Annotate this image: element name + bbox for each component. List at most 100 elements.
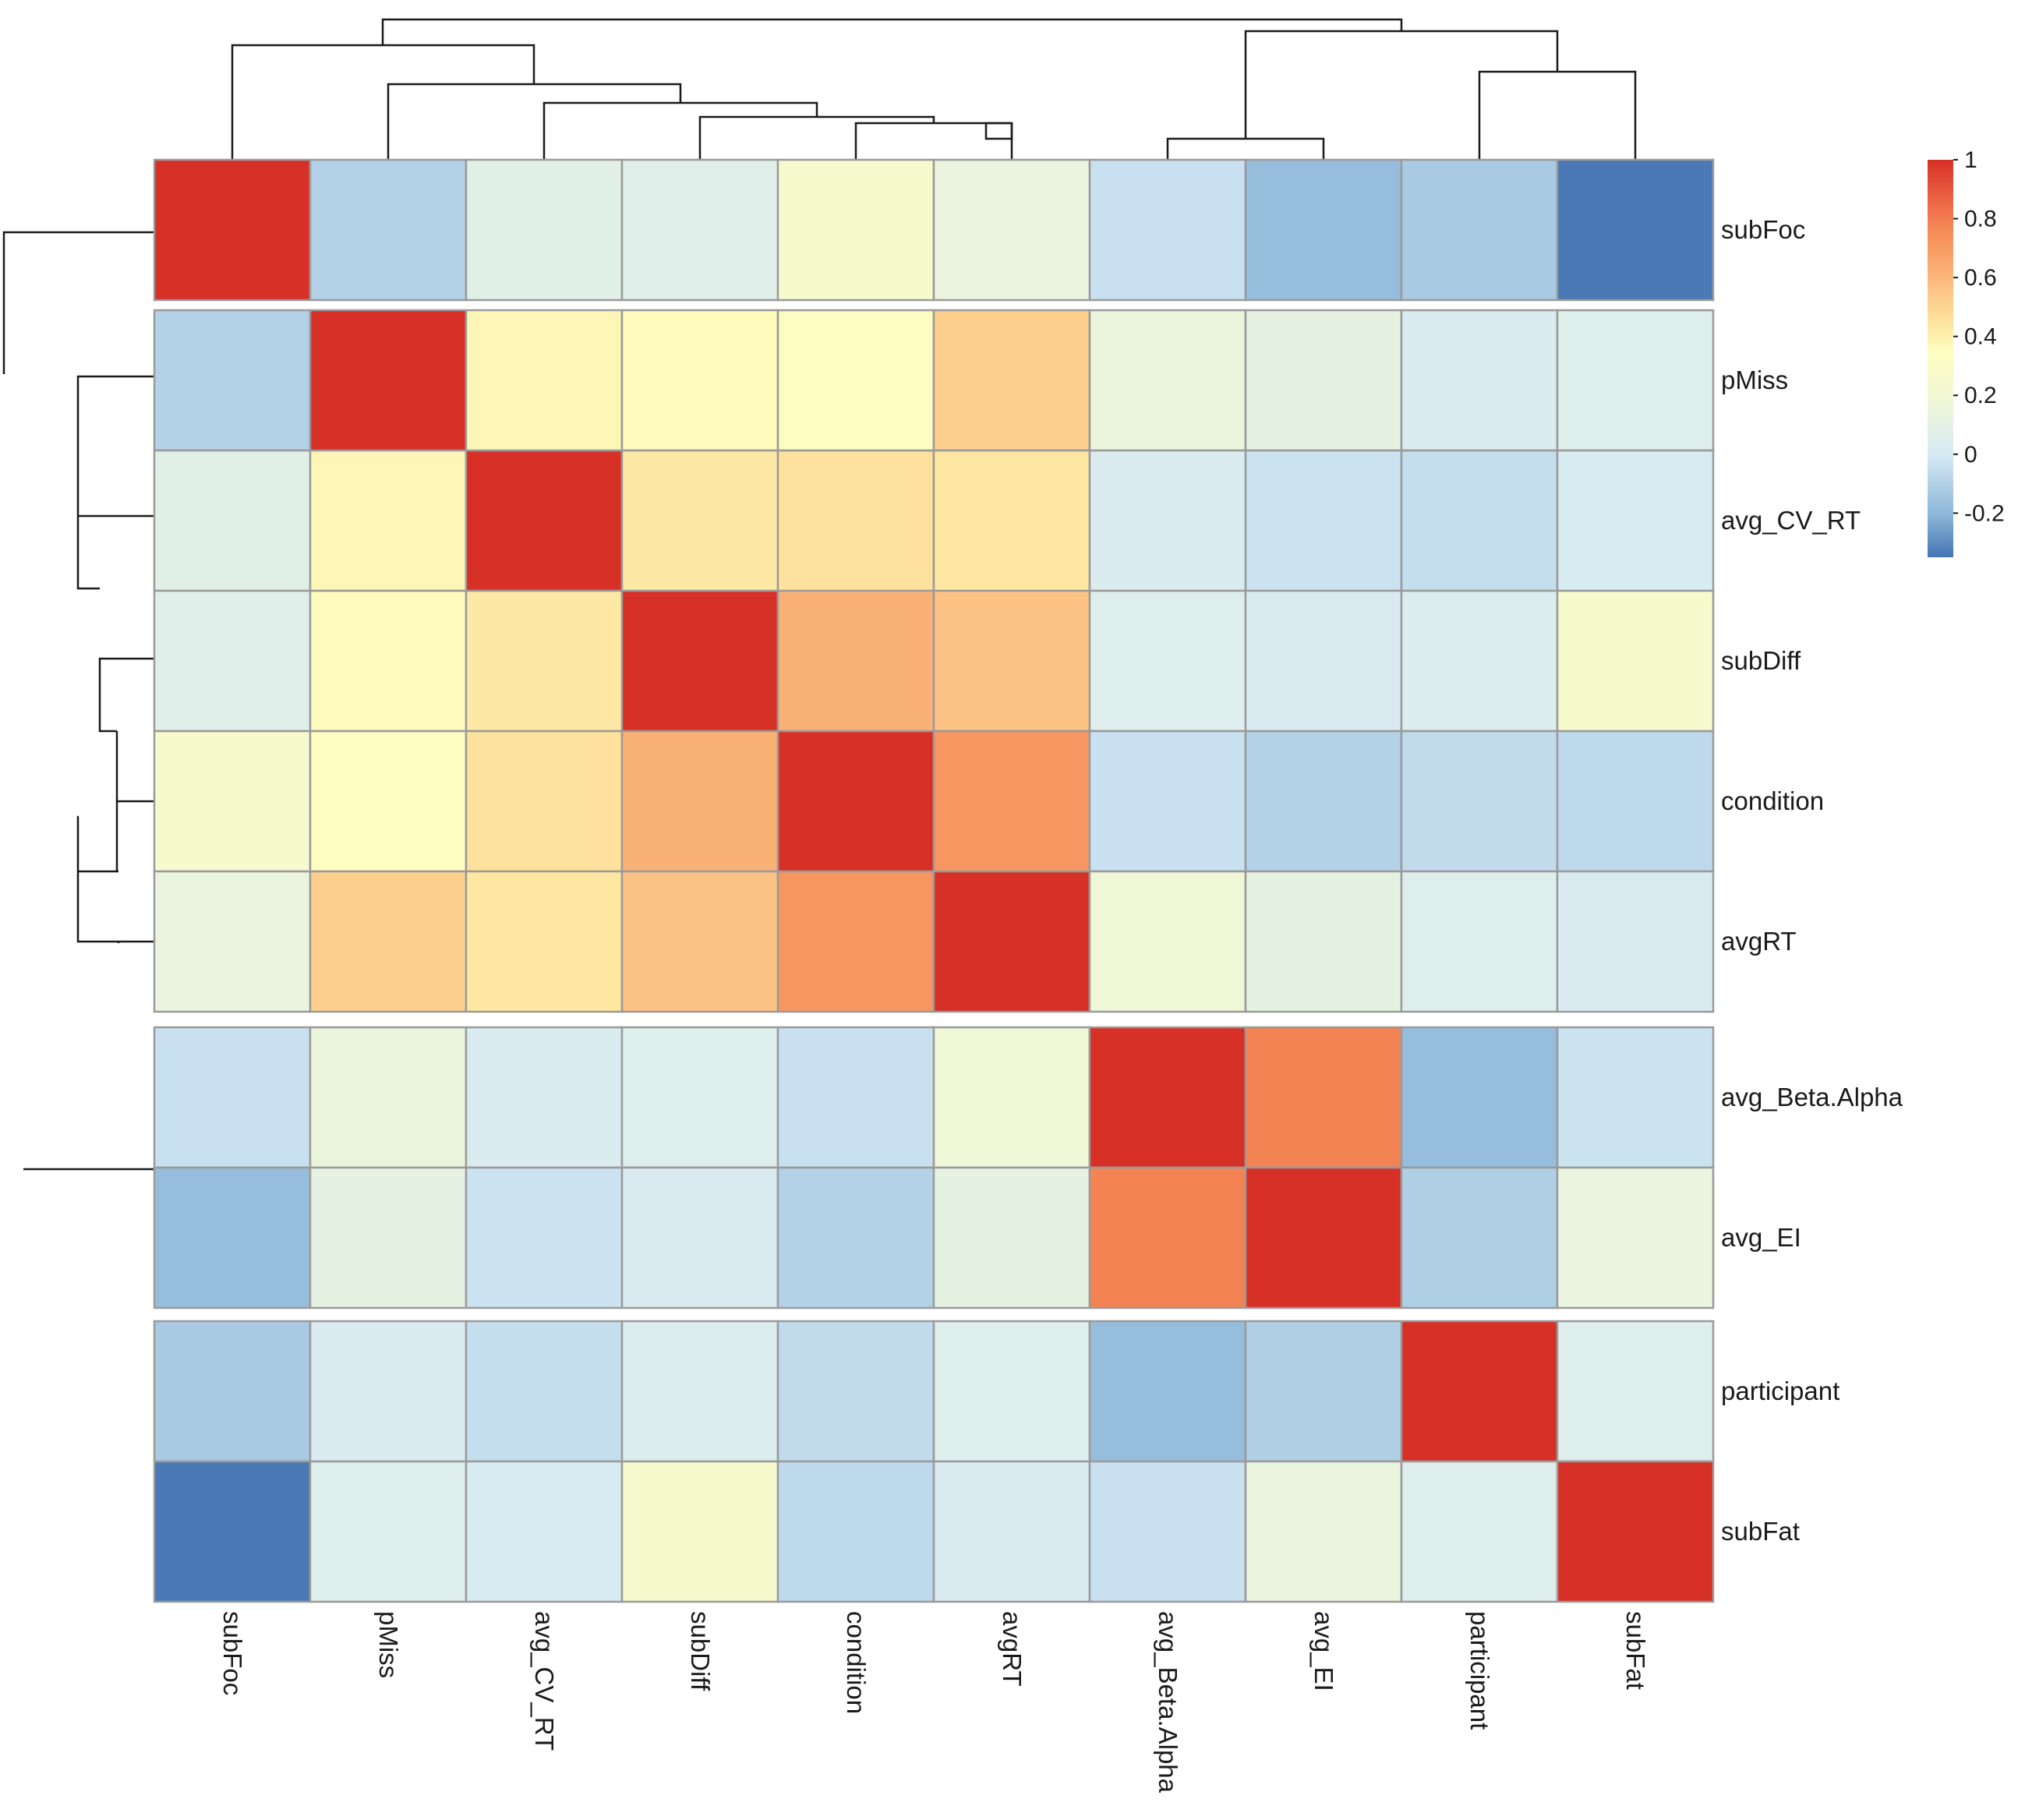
heatmap-cell-avg_CV_RT-avgRT — [932, 449, 1091, 592]
heatmap-cell-pMiss-subDiff — [620, 309, 779, 452]
heatmap-cell-avg_CV_RT-avg_EI — [1244, 449, 1403, 592]
legend-tick-label: 0.8 — [1964, 207, 1997, 232]
heatmap-cell-condition-avg_EI — [1244, 730, 1403, 873]
row-label: avg_CV_RT — [1721, 506, 1861, 535]
column-label: subDiff — [686, 1611, 715, 1691]
heatmap-cell-avg_CV_RT-subFat — [1556, 449, 1715, 592]
legend-tick-label: 0.2 — [1964, 383, 1997, 408]
heatmap-cell-condition-avgRT — [932, 730, 1091, 873]
heatmap-cell-condition-subFat — [1556, 730, 1715, 873]
heatmap-cell-subDiff-pMiss — [309, 589, 468, 733]
heatmap-cell-participant-avgRT — [932, 1320, 1091, 1463]
heatmap-cell-avg_CV_RT-participant — [1400, 449, 1559, 592]
heatmap-cell-participant-avg_Beta.Alpha — [1088, 1320, 1247, 1463]
heatmap-cell-subDiff-subFoc — [153, 589, 312, 733]
heatmap-cell-pMiss-condition — [776, 309, 935, 452]
legend-tick-label: 1 — [1964, 147, 1977, 173]
column-label: subFoc — [218, 1611, 247, 1695]
row-label: subFoc — [1721, 215, 1805, 244]
heatmap-cell-subFoc-subFat — [1556, 158, 1715, 302]
heatmap-cell-avg_CV_RT-subFoc — [153, 449, 312, 592]
heatmap-cell-subFoc-participant — [1400, 158, 1559, 302]
heatmap-cell-pMiss-pMiss — [309, 309, 468, 452]
heatmap-cell-avgRT-subFat — [1556, 870, 1715, 1013]
heatmap-cell-condition-subDiff — [620, 730, 779, 873]
heatmap-cells — [153, 158, 1715, 1603]
heatmap-cell-subFat-pMiss — [309, 1460, 468, 1603]
legend-tick-label: 0.4 — [1964, 324, 1997, 350]
heatmap-cell-avg_CV_RT-avg_CV_RT — [465, 449, 624, 592]
heatmap-cell-subFoc-avg_EI — [1244, 158, 1403, 302]
column-label: avg_CV_RT — [530, 1611, 559, 1751]
column-label: avg_EI — [1309, 1611, 1338, 1691]
heatmap-cell-avgRT-avg_Beta.Alpha — [1088, 870, 1247, 1013]
heatmap-cell-subFat-condition — [776, 1460, 935, 1603]
color-legend: 1 0.8 0.6 0.4 0.2 0 -0.2 — [1928, 147, 2005, 557]
heatmap-cell-avg_EI-pMiss — [309, 1166, 468, 1309]
heatmap-cell-avg_EI-subDiff — [620, 1166, 779, 1309]
heatmap-cell-avg_Beta.Alpha-avgRT — [932, 1026, 1091, 1169]
heatmap-cell-condition-condition — [776, 730, 935, 873]
heatmap-cell-avg_CV_RT-subDiff — [620, 449, 779, 592]
heatmap-cell-avgRT-subFoc — [153, 870, 312, 1013]
column-labels: subFoc pMiss avg_CV_RT subDiff condition avgR… — [218, 1611, 1650, 1793]
heatmap-cell-participant-subFat — [1556, 1320, 1715, 1463]
column-label: subFat — [1621, 1611, 1650, 1690]
heatmap-cell-pMiss-participant — [1400, 309, 1559, 452]
heatmap-cell-subFat-avg_CV_RT — [465, 1460, 624, 1603]
row-label: subFat — [1721, 1517, 1800, 1546]
heatmap-cell-subDiff-avg_EI — [1244, 589, 1403, 733]
heatmap-cell-subFoc-avgRT — [932, 158, 1091, 302]
heatmap-cell-avg_Beta.Alpha-pMiss — [309, 1026, 468, 1169]
heatmap-cell-subFat-avgRT — [932, 1460, 1091, 1603]
heatmap-cell-condition-pMiss — [309, 730, 468, 873]
heatmap-cell-subFoc-avg_Beta.Alpha — [1088, 158, 1247, 302]
heatmap-cell-participant-condition — [776, 1320, 935, 1463]
heatmap-cell-subFat-subFat — [1556, 1460, 1715, 1603]
heatmap-cell-condition-avg_Beta.Alpha — [1088, 730, 1247, 873]
heatmap-cell-avg_EI-avg_Beta.Alpha — [1088, 1166, 1247, 1309]
heatmap-cell-subFat-participant — [1400, 1460, 1559, 1603]
heatmap-cell-pMiss-avgRT — [932, 309, 1091, 452]
row-label: avg_EI — [1721, 1223, 1801, 1252]
col-dendro-link — [984, 122, 1013, 140]
heatmap-cell-avg_EI-participant — [1400, 1166, 1559, 1309]
heatmap-cell-avg_Beta.Alpha-subDiff — [620, 1026, 779, 1169]
heatmap-cell-avg_Beta.Alpha-condition — [776, 1026, 935, 1169]
heatmap-cell-subDiff-subFat — [1556, 589, 1715, 733]
column-label: avgRT — [998, 1611, 1027, 1687]
legend-tick-label: -0.2 — [1964, 500, 2005, 526]
legend-tick-label: 0.6 — [1964, 265, 1997, 291]
heatmap-cell-avg_Beta.Alpha-avg_Beta.Alpha — [1088, 1026, 1247, 1169]
heatmap-cell-subFat-avg_EI — [1244, 1460, 1403, 1603]
heatmap-cell-subFoc-pMiss — [309, 158, 468, 302]
heatmap-cell-subDiff-avg_Beta.Alpha — [1088, 589, 1247, 733]
heatmap-cell-subDiff-avg_CV_RT — [465, 589, 624, 733]
heatmap-cell-pMiss-avg_Beta.Alpha — [1088, 309, 1247, 452]
heatmap-cell-avgRT-avg_EI — [1244, 870, 1403, 1013]
heatmap-cell-avg_Beta.Alpha-avg_EI — [1244, 1026, 1403, 1169]
heatmap-cell-pMiss-subFoc — [153, 309, 312, 452]
heatmap-cell-avgRT-avgRT — [932, 870, 1091, 1013]
heatmap-cell-avg_EI-avg_CV_RT — [465, 1166, 624, 1309]
legend-tick-label: 0 — [1964, 442, 1977, 468]
heatmap-cell-avg_Beta.Alpha-participant — [1400, 1026, 1559, 1169]
heatmap-cell-participant-subFoc — [153, 1320, 312, 1463]
row-label: subDiff — [1721, 646, 1801, 675]
heatmap-cell-avg_EI-subFat — [1556, 1166, 1715, 1309]
row-label: avg_Beta.Alpha — [1721, 1083, 1903, 1111]
heatmap-cell-pMiss-avg_CV_RT — [465, 309, 624, 452]
heatmap-cell-subDiff-subDiff — [620, 589, 779, 733]
heatmap-cell-participant-avg_EI — [1244, 1320, 1403, 1463]
heatmap-cell-avg_Beta.Alpha-subFat — [1556, 1026, 1715, 1169]
heatmap-cell-subDiff-condition — [776, 589, 935, 733]
heatmap-cell-avg_CV_RT-condition — [776, 449, 935, 592]
heatmap-cell-pMiss-subFat — [1556, 309, 1715, 452]
row-label: participant — [1721, 1376, 1840, 1405]
heatmap-cell-avgRT-condition — [776, 870, 935, 1013]
column-dendrogram — [984, 122, 1013, 140]
column-label: participant — [1465, 1611, 1494, 1730]
heatmap-cell-participant-participant — [1400, 1320, 1559, 1463]
